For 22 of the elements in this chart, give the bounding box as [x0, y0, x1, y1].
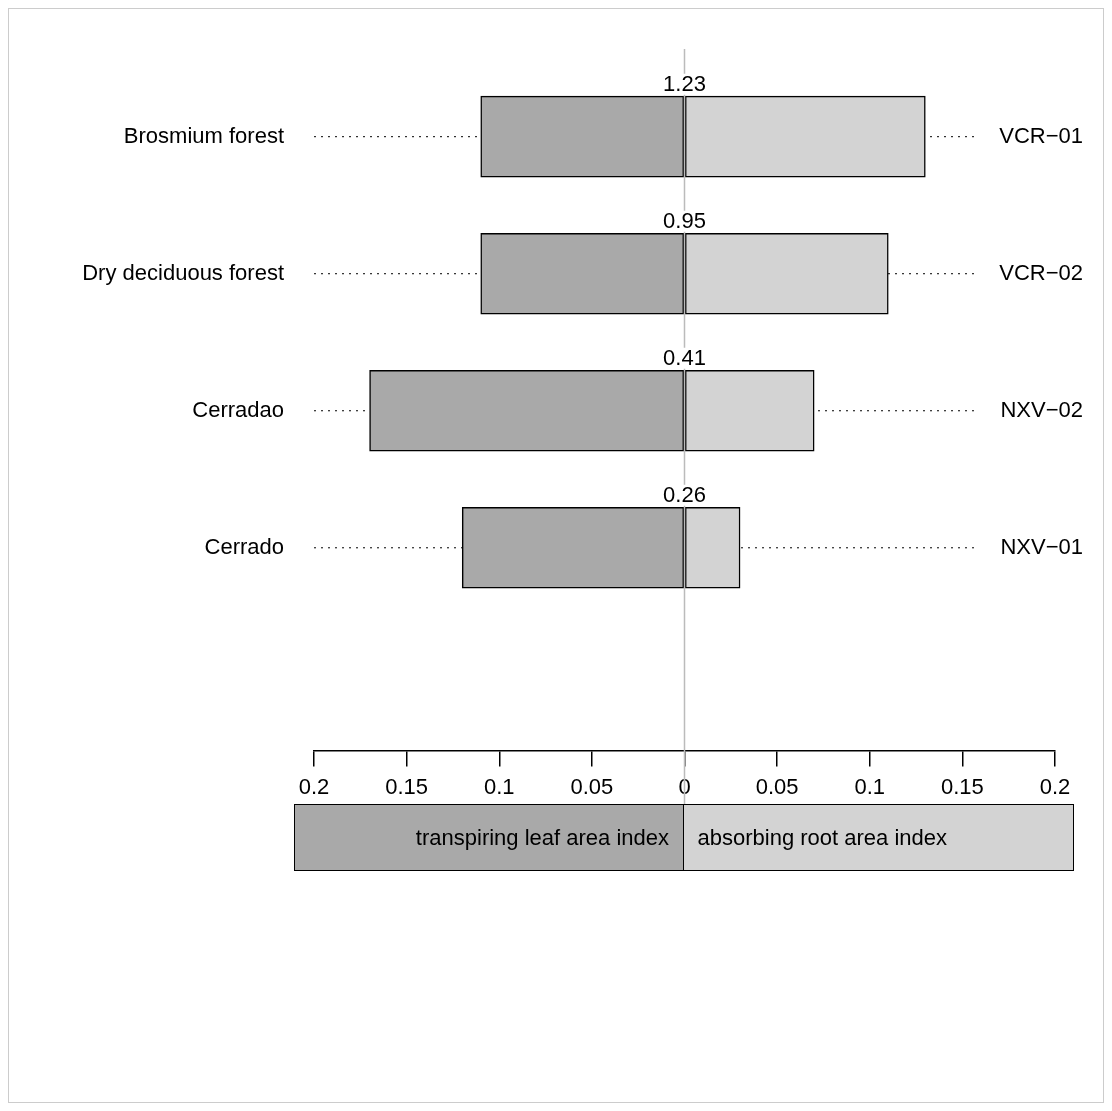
text: absorbing root area index — [697, 824, 947, 851]
x-tick-label: 0.05 — [755, 773, 799, 799]
annotation: NXV−02 — [1000, 396, 1083, 422]
x-tick-label: 0.1 — [854, 773, 886, 799]
y-tick-label: Cerradao — [192, 396, 284, 422]
annotation: NXV−01 — [1000, 533, 1083, 559]
x-tick-label: 0.15 — [385, 773, 429, 799]
annotation: VCR−01 — [999, 122, 1083, 148]
y-tick-label: Cerrado — [204, 533, 284, 559]
annotation: VCR−02 — [999, 259, 1083, 285]
annotation: 1.23 — [663, 70, 706, 96]
y-tick-label: Dry deciduous forest — [82, 259, 284, 285]
annotation: 0.95 — [663, 207, 706, 233]
annotation: 0.41 — [663, 344, 706, 370]
x-tick-label: 0.2 — [298, 773, 330, 799]
y-tick-label: Brosmium forest — [123, 122, 284, 148]
x-tick-label: 0.1 — [483, 773, 515, 799]
x-tick-label: 0.2 — [1039, 773, 1071, 799]
text: transpiring leaf area index — [415, 824, 669, 851]
x-tick-label: 0.05 — [570, 773, 614, 799]
annotation: 0.26 — [663, 481, 706, 507]
x-tick-label: 0.15 — [940, 773, 984, 799]
